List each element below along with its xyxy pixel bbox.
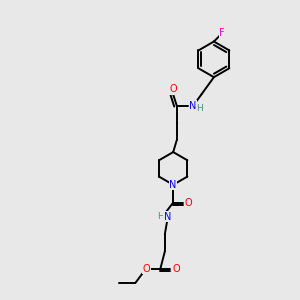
Text: N: N: [164, 212, 171, 222]
Text: N: N: [169, 180, 177, 190]
Text: H: H: [157, 212, 164, 221]
Text: O: O: [185, 198, 193, 208]
Text: O: O: [142, 264, 150, 274]
Text: F: F: [219, 28, 225, 38]
Text: H: H: [196, 103, 203, 112]
Text: O: O: [172, 264, 180, 274]
Text: O: O: [169, 84, 177, 94]
Text: N: N: [189, 101, 197, 111]
